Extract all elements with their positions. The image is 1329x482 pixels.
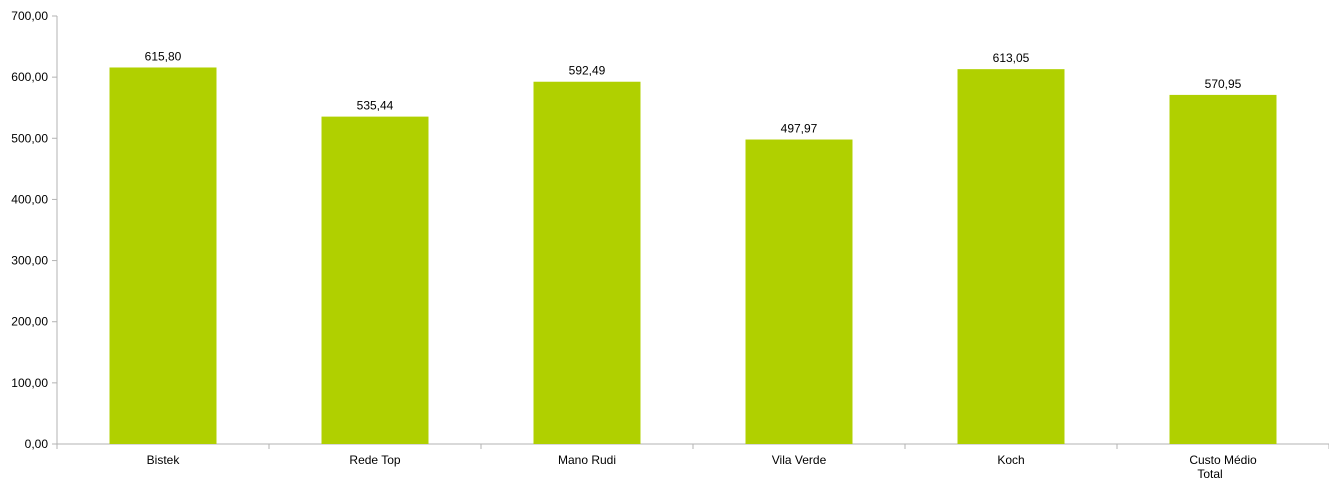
y-tick-label: 300,00 bbox=[11, 254, 48, 268]
x-tick-label: Custo Médio Total bbox=[1189, 453, 1257, 481]
x-tick-label: Koch bbox=[997, 453, 1024, 467]
data-label: 592,49 bbox=[569, 64, 606, 78]
x-tick-label: Rede Top bbox=[349, 453, 400, 467]
x-tick-label: Bistek bbox=[147, 453, 181, 467]
data-label: 570,95 bbox=[1205, 77, 1242, 91]
bar bbox=[109, 67, 217, 444]
y-tick-label: 100,00 bbox=[11, 376, 48, 390]
bar bbox=[745, 139, 853, 444]
x-tick-label: Mano Rudi bbox=[558, 453, 616, 467]
data-labels: 615,80 535,44 592,49 497,97 613,05 570,95 bbox=[145, 49, 1242, 135]
y-tick-label: 700,00 bbox=[11, 9, 48, 23]
y-tick-label: 400,00 bbox=[11, 192, 48, 206]
y-tick-label: 600,00 bbox=[11, 70, 48, 84]
x-tick-label-line: Total bbox=[1197, 467, 1222, 481]
bar bbox=[1169, 94, 1277, 445]
data-label: 535,44 bbox=[357, 99, 394, 113]
x-tick-label: Vila Verde bbox=[772, 453, 827, 467]
bars bbox=[109, 67, 1277, 445]
bar bbox=[321, 116, 429, 444]
y-tick-label: 0,00 bbox=[25, 437, 49, 451]
data-label: 615,80 bbox=[145, 49, 182, 63]
data-label: 497,97 bbox=[781, 122, 818, 136]
bar bbox=[533, 81, 641, 445]
data-label: 613,05 bbox=[993, 51, 1030, 65]
x-axis: Bistek Rede Top Mano Rudi Vila Verde Koch Cus… bbox=[56, 443, 1329, 481]
y-tick-label: 500,00 bbox=[11, 131, 48, 145]
y-tick-label: 200,00 bbox=[11, 315, 48, 329]
y-axis: 0,00 100,00 200,00 300,00 400,00 500,00 600,00… bbox=[11, 9, 58, 451]
x-tick-label-line: Custo Médio bbox=[1189, 453, 1257, 467]
bar bbox=[957, 69, 1065, 445]
